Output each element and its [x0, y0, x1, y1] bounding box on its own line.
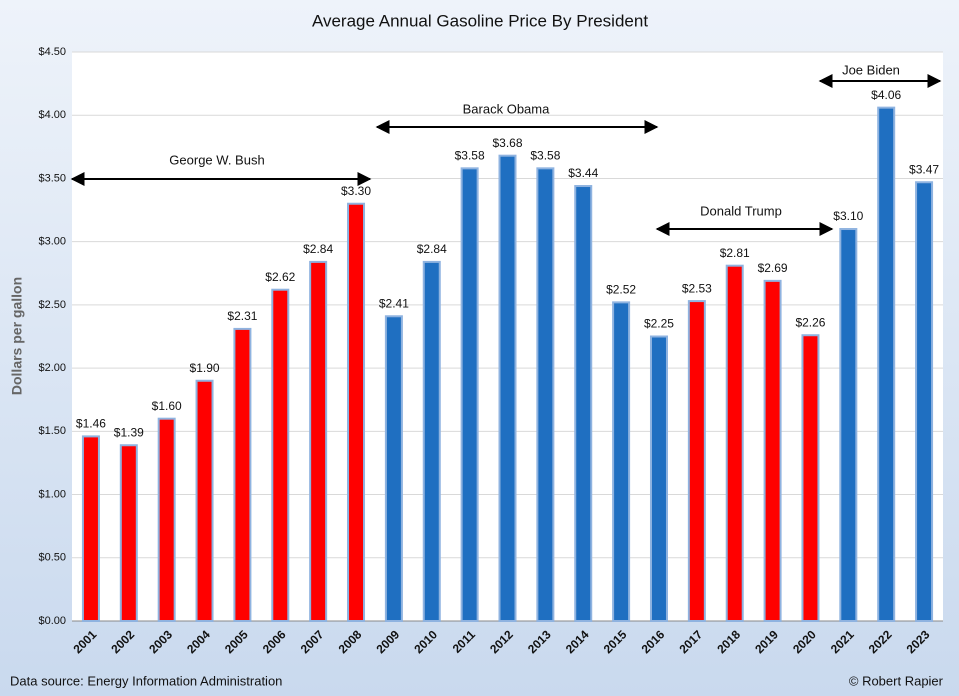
value-label: $1.46 [76, 417, 106, 431]
value-label: $1.39 [114, 425, 144, 439]
bar [157, 417, 176, 623]
y-tick-label: $3.00 [38, 236, 66, 248]
bar [536, 167, 555, 622]
value-label: $3.58 [530, 149, 560, 163]
value-label: $2.69 [758, 261, 788, 275]
y-axis-label: Dollars per gallon [9, 277, 25, 395]
value-label: $2.84 [417, 242, 447, 256]
bar [612, 301, 631, 622]
bar [347, 202, 366, 622]
value-label: $1.90 [190, 361, 220, 375]
bar [119, 444, 138, 622]
y-tick-label: $1.00 [38, 488, 66, 500]
bar [725, 264, 744, 622]
value-label: $2.26 [795, 315, 825, 329]
bar [422, 260, 441, 622]
bar [384, 315, 403, 622]
value-label: $3.58 [455, 149, 485, 163]
y-tick-label: $2.50 [38, 299, 66, 311]
y-tick-label: $4.00 [38, 109, 66, 121]
y-tick-label: $2.00 [38, 362, 66, 374]
bar [195, 379, 214, 622]
value-label: $3.10 [833, 209, 863, 223]
bar [649, 335, 668, 622]
bar [271, 288, 290, 622]
value-label: $2.84 [303, 242, 333, 256]
bar [233, 327, 252, 622]
annotation: Donald Trump [700, 203, 782, 218]
value-label: $2.53 [682, 281, 712, 295]
value-label: $2.31 [227, 309, 257, 323]
y-tick-label: $0.00 [38, 615, 66, 627]
value-label: $3.30 [341, 184, 371, 198]
annotation: Joe Biden [842, 62, 900, 77]
value-label: $4.06 [871, 88, 901, 102]
bar [498, 154, 517, 622]
credit: © Robert Rapier [849, 673, 944, 688]
value-label: $2.25 [644, 317, 674, 331]
bar [81, 435, 100, 622]
annotation: George W. Bush [169, 152, 264, 167]
bar [574, 185, 593, 623]
value-label: $1.60 [152, 399, 182, 413]
chart-title: Average Annual Gasoline Price By Preside… [312, 11, 648, 30]
value-label: $2.62 [265, 270, 295, 284]
value-label: $2.81 [720, 246, 750, 260]
source: Data source: Energy Information Administ… [10, 673, 282, 688]
value-label: $2.52 [606, 283, 636, 297]
bar [309, 260, 328, 622]
bar [460, 167, 479, 622]
y-tick-label: $0.50 [38, 552, 66, 564]
bar [877, 106, 896, 622]
bar [763, 279, 782, 622]
y-tick-label: $1.50 [38, 425, 66, 437]
bar [915, 181, 934, 622]
value-label: $3.44 [568, 166, 598, 180]
bar [687, 300, 706, 622]
bar [801, 334, 820, 622]
annotation: Barack Obama [463, 101, 550, 116]
value-label: $3.68 [492, 136, 522, 150]
value-label: $3.47 [909, 162, 939, 176]
y-tick-label: $3.50 [38, 172, 66, 184]
bar [839, 228, 858, 622]
y-tick-label: $4.50 [38, 46, 66, 58]
value-label: $2.41 [379, 296, 409, 310]
